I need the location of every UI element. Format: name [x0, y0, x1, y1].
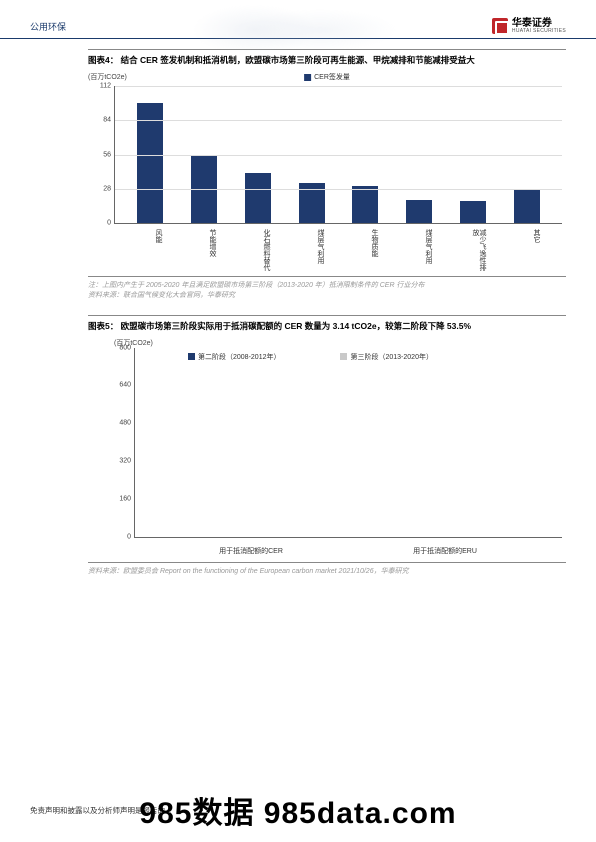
footer-watermark: 985数据 985data.com [0, 788, 596, 832]
chart4-bar [245, 173, 271, 223]
logo-text-en: HUATAI SECURITIES [512, 29, 566, 34]
chart5-ytick: 640 [107, 382, 131, 389]
chart4-bar [514, 190, 540, 223]
chart5-xlabel: 用于抵消配额的CER [191, 542, 311, 558]
chart4-legend: CER签发量 [304, 72, 350, 82]
chart4-bar [460, 201, 486, 223]
chart4-xlabels: 风能 节能增效 化石燃料替代 煤层气利用 生物质能 煤层气利用 减少飞逸性排放 其它 [114, 226, 562, 272]
chart4-ytick: 28 [93, 185, 111, 192]
chart4-bar [352, 186, 378, 223]
logo-icon [492, 18, 508, 34]
chart4-ytick: 56 [93, 151, 111, 158]
chart4-ytick: 112 [93, 83, 111, 90]
chart5-title: 图表5： 欧盟碳市场第三阶段实际用于抵消碳配额的 CER 数量为 3.14 tC… [88, 315, 566, 332]
chart5-ytick: 320 [107, 457, 131, 464]
chart5-ytick: 160 [107, 495, 131, 502]
chart4-ytick: 0 [93, 220, 111, 227]
chart4-bar [406, 200, 432, 223]
chart5-xlabels: 用于抵消配额的CER 用于抵消配额的ERU [134, 542, 562, 558]
chart4-xlabel: 煤层气利用 [406, 226, 432, 272]
logo-text-cn: 华泰证券 [512, 19, 566, 29]
chart4-xlabel: 节能增效 [190, 226, 216, 272]
chart4-note: 注：上图内产生于 2005-2020 年且满足欧盟碳市场第三阶段（2013-20… [88, 281, 566, 301]
chart5: (百万tCO2e) 第二阶段（2008-2012年）第三阶段（2013-2020… [88, 338, 566, 563]
category-label: 公用环保 [30, 20, 66, 33]
chart4-xlabel: 风能 [136, 226, 162, 272]
chart4-plot: 0285684112 [114, 86, 562, 224]
chart4-xlabel: 其它 [514, 226, 540, 272]
legend-swatch [304, 74, 311, 81]
chart4-ytick: 84 [93, 117, 111, 124]
chart4: (百万tCO2e) CER签发量 0285684112 风能节能增效化石燃料替代… [88, 72, 566, 277]
chart5-ytick: 0 [107, 533, 131, 540]
page-header: 公用环保 华泰证券 HUATAI SECURITIES [0, 0, 596, 39]
chart4-xlabel: 生物质能 [352, 226, 378, 272]
chart5-ytick: 480 [107, 420, 131, 427]
chart4-xlabel: 煤层气利用 [298, 226, 324, 272]
chart4-xlabel: 化石燃料替代 [244, 226, 270, 272]
company-logo: 华泰证券 HUATAI SECURITIES [492, 18, 566, 34]
chart5-ytick: 800 [107, 344, 131, 351]
legend-label: CER签发量 [314, 74, 350, 81]
chart4-title: 图表4： 结合 CER 签发机制和抵消机制，欧盟碳市场第三阶段可再生能源、甲烷减… [88, 49, 566, 66]
chart5-plot: 0160320480640800 [134, 348, 562, 538]
chart4-y-unit: (百万tCO2e) [88, 72, 127, 82]
chart4-xlabel: 减少飞逸性排放 [460, 226, 486, 272]
chart5-note: 资料来源：欧盟委员会 Report on the functioning of … [88, 567, 566, 577]
chart5-xlabel: 用于抵消配额的ERU [385, 542, 505, 558]
